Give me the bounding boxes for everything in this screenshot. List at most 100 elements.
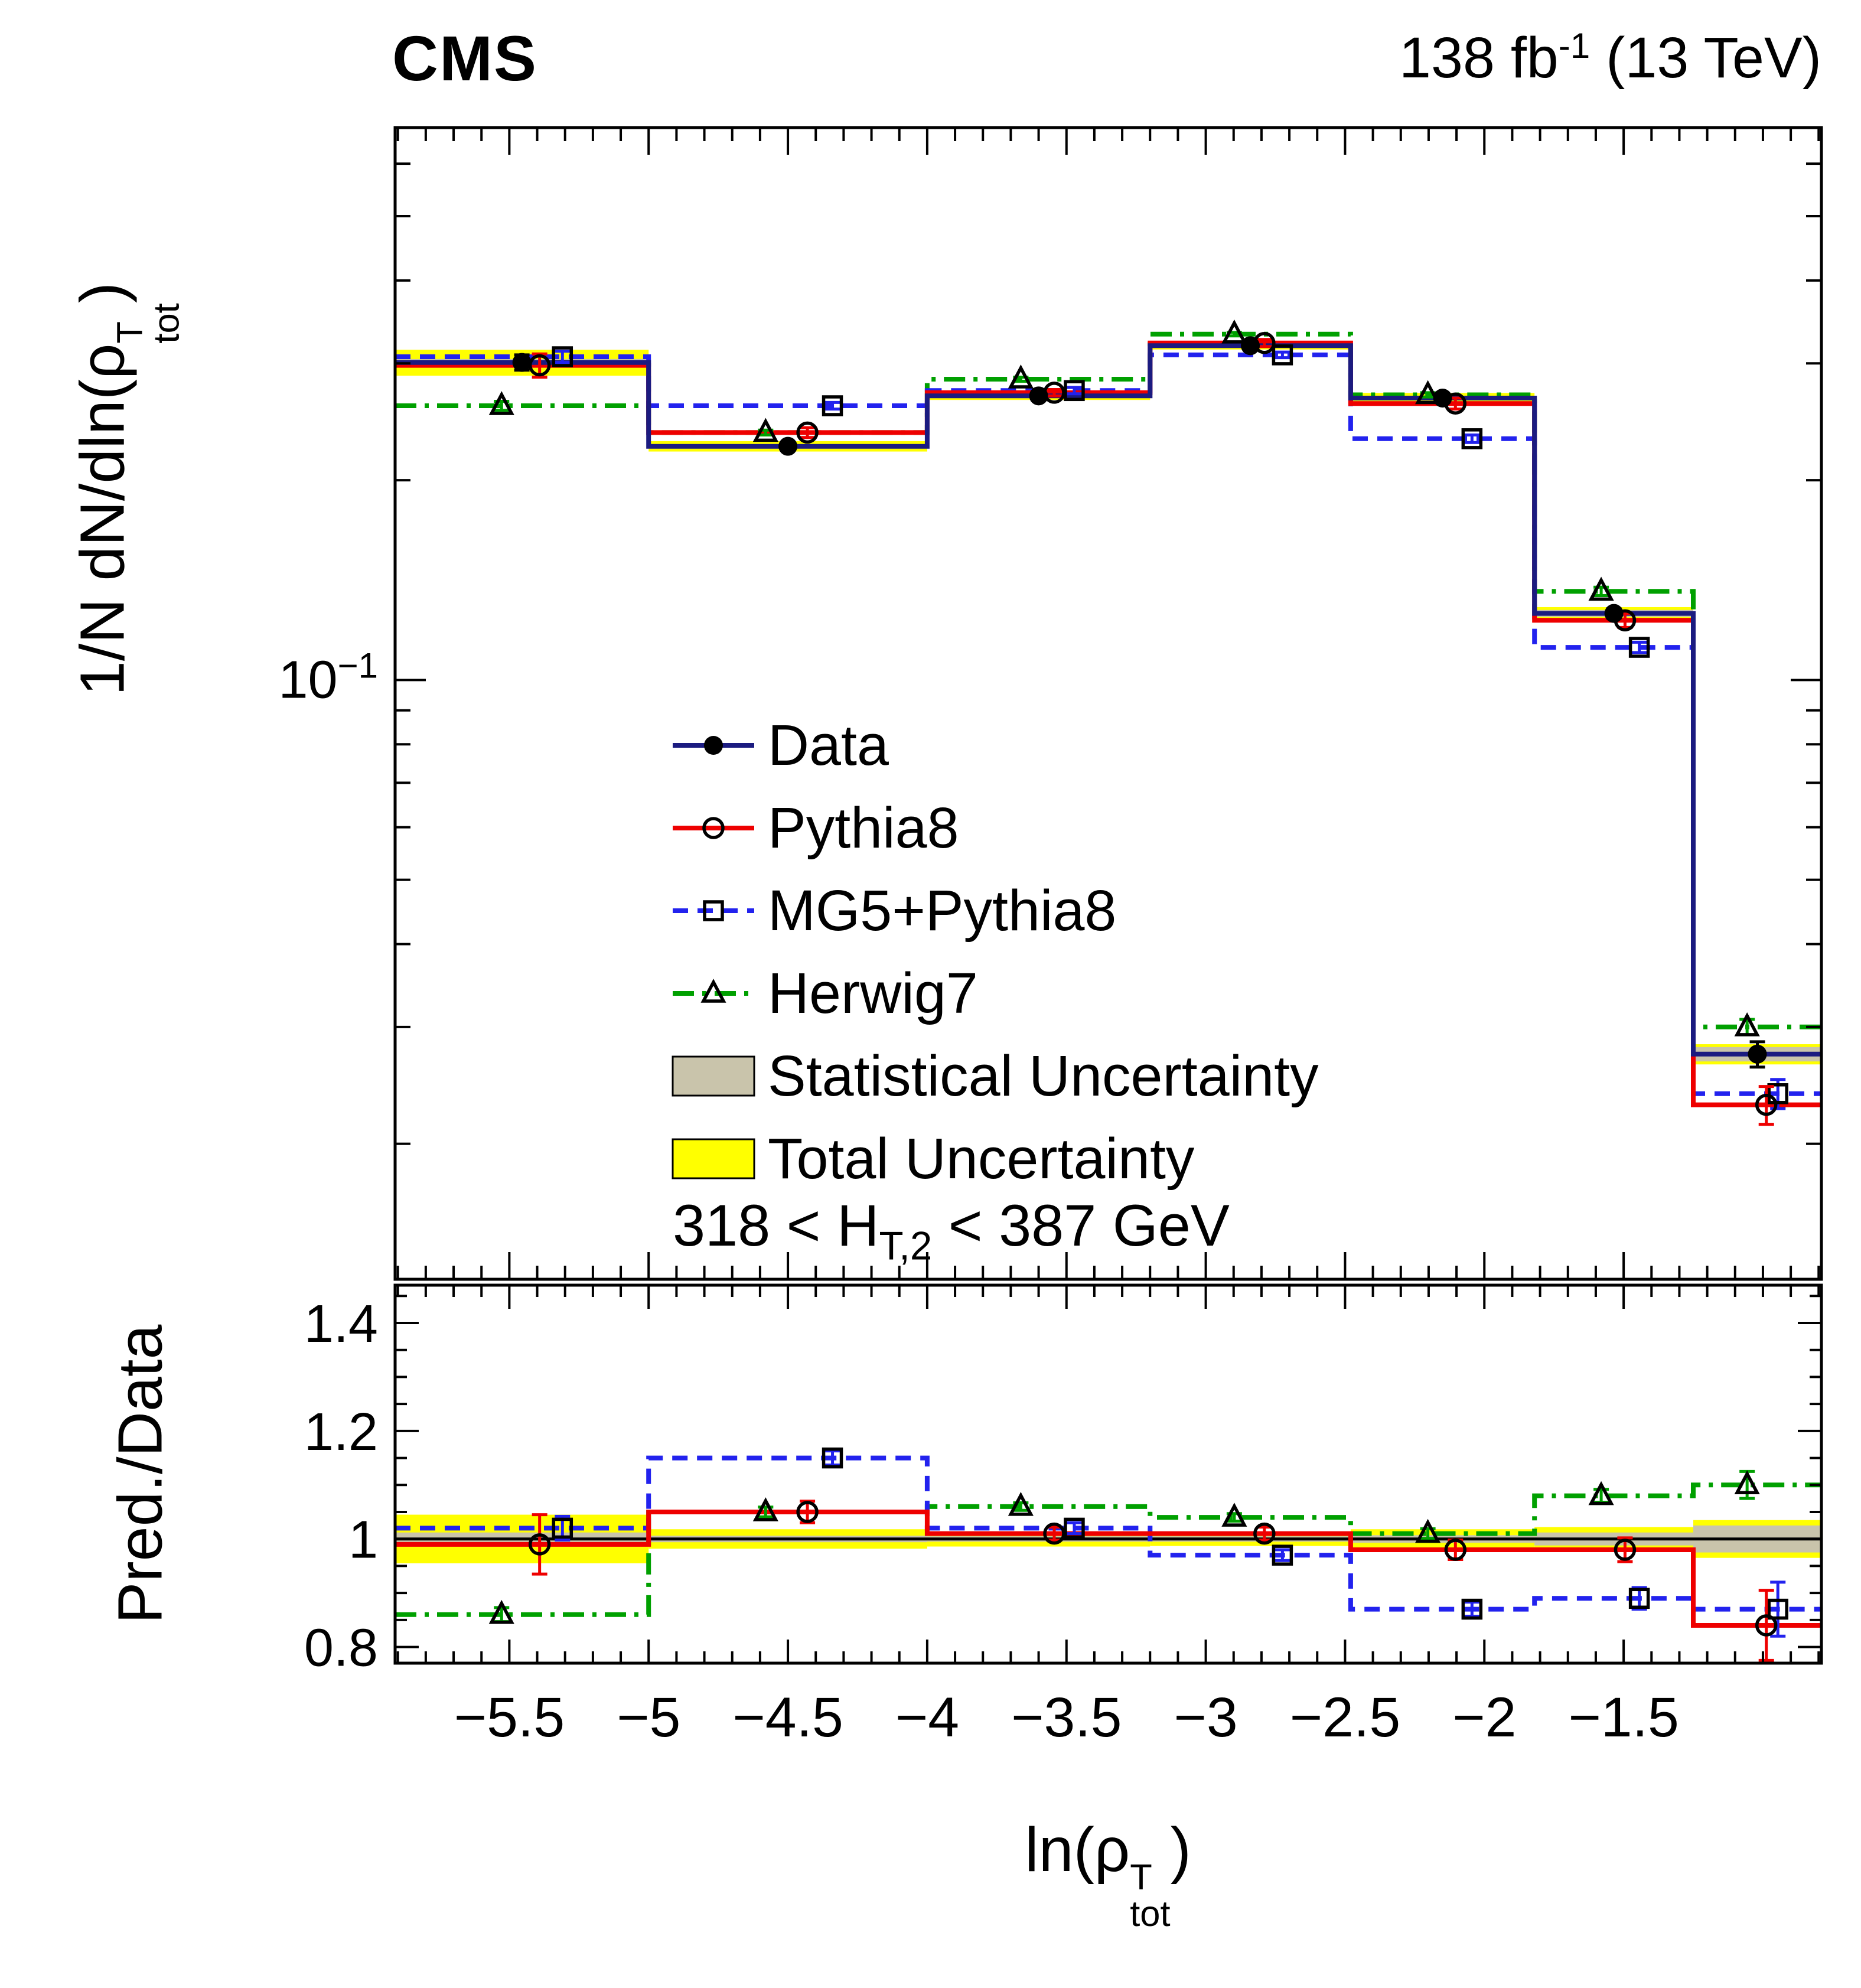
legend-label-pythia8: Pythia8 bbox=[768, 796, 959, 860]
x-title-pre: ln(ρ bbox=[1025, 1815, 1130, 1885]
rho-subscript: tot bbox=[146, 303, 187, 344]
legend-item-pythia8: Pythia8 bbox=[673, 796, 959, 860]
marker-open-circle bbox=[1614, 1539, 1637, 1561]
tick-label: −1.5 bbox=[1568, 1686, 1679, 1749]
ratio-lines bbox=[395, 1455, 1821, 1628]
marker-open-triangle bbox=[488, 391, 514, 415]
stat-swatch bbox=[672, 1055, 755, 1097]
marker-filled-circle bbox=[1241, 336, 1260, 356]
main-panel-frame bbox=[393, 126, 1823, 1281]
marker-open-triangle bbox=[1221, 319, 1247, 344]
marker-open-triangle bbox=[752, 418, 778, 442]
pythia8-ratio-line bbox=[395, 1510, 1821, 1628]
panel-frames bbox=[393, 126, 1823, 1665]
marker-open-circle bbox=[796, 1501, 819, 1523]
marker-filled-circle bbox=[778, 436, 798, 456]
marker-open-square bbox=[1272, 1544, 1293, 1566]
marker-open-triangle bbox=[1734, 1470, 1760, 1495]
marker-open-square bbox=[552, 346, 573, 367]
tick-label: −3 bbox=[1174, 1686, 1237, 1749]
marker-open-circle bbox=[1755, 1093, 1778, 1116]
marker-open-square bbox=[1461, 1598, 1483, 1620]
legend-item-total: Total Uncertainty bbox=[672, 1126, 1195, 1191]
marker-open-circle bbox=[1253, 1522, 1276, 1545]
tick-label: −3.5 bbox=[1011, 1686, 1122, 1749]
marker-open-triangle bbox=[1008, 364, 1034, 389]
rho-subscript: tot bbox=[1130, 1894, 1171, 1935]
ratio-panel-frame bbox=[393, 1283, 1823, 1665]
marker-open-square bbox=[1064, 1517, 1085, 1539]
rho-superscript: T bbox=[1130, 1856, 1152, 1898]
rho-superscript: T bbox=[109, 321, 151, 344]
tick-label: 1.4 bbox=[304, 1295, 378, 1354]
legend-label-mg5: MG5+Pythia8 bbox=[768, 878, 1116, 943]
marker-open-square bbox=[1767, 1598, 1788, 1620]
x-title-post: ) bbox=[1170, 1815, 1191, 1885]
tick-label: 1.2 bbox=[304, 1403, 378, 1462]
marker-open-square bbox=[1628, 637, 1650, 658]
marker-filled-circle bbox=[1029, 386, 1048, 406]
herwig7-ratio-line bbox=[395, 1482, 1821, 1617]
marker-open-triangle bbox=[1415, 1518, 1441, 1543]
tick-label: 1 bbox=[348, 1511, 378, 1570]
selection-subscript: T,2 bbox=[879, 1224, 933, 1269]
legend-label-data: Data bbox=[768, 713, 889, 777]
total-swatch bbox=[672, 1138, 755, 1179]
axis-tick-labels: −5.5 −5 −4.5 −4 −3.5 −3 −2.5 −2 −1.5 0.8 1 1.2 1.4 10… bbox=[278, 646, 1679, 1749]
marker-open-triangle bbox=[1221, 1503, 1247, 1527]
marker-open-square bbox=[1767, 1083, 1788, 1104]
marker-open-square bbox=[1272, 344, 1293, 366]
tick-label: −2.5 bbox=[1290, 1686, 1401, 1749]
y-title-pre: 1/N dN/dln(ρ bbox=[67, 343, 138, 696]
tick-label: 0.8 bbox=[304, 1619, 378, 1678]
luminosity-label: 138 fb-1 (13 TeV) bbox=[1399, 25, 1821, 91]
marker-open-circle bbox=[1444, 1539, 1467, 1561]
marker-filled-circle bbox=[1433, 388, 1452, 408]
marker-filled-circle bbox=[704, 736, 723, 755]
marker-open-triangle bbox=[700, 979, 726, 1003]
marker-open-triangle bbox=[752, 1497, 778, 1521]
marker-filled-circle bbox=[512, 353, 532, 372]
tick-label: −5.5 bbox=[454, 1686, 565, 1749]
main-markers bbox=[488, 319, 1788, 1126]
legend-item-data: Data bbox=[673, 713, 889, 777]
tick-label: −4.5 bbox=[732, 1686, 843, 1749]
lumi-exponent: -1 bbox=[1558, 25, 1591, 66]
y-axis-title-ratio: Pred./Data bbox=[105, 1324, 175, 1624]
cms-label: CMS bbox=[392, 22, 537, 94]
mg5-ratio-line bbox=[395, 1455, 1821, 1612]
tick-label: −2 bbox=[1452, 1686, 1516, 1749]
legend: Data Pythia8 MG5+Pythia8 Herwig7 Statistical… bbox=[672, 713, 1319, 1191]
selection-pre: 318 < H bbox=[673, 1192, 879, 1258]
selection-post: < 387 GeV bbox=[932, 1192, 1230, 1258]
y-title-post: ) bbox=[67, 282, 138, 304]
marker-open-circle bbox=[528, 1533, 551, 1556]
marker-open-circle bbox=[1755, 1614, 1778, 1637]
marker-open-circle bbox=[1043, 1522, 1065, 1545]
marker-open-triangle bbox=[1588, 1481, 1614, 1505]
marker-open-square bbox=[552, 1517, 573, 1539]
lumi-text: 138 fb bbox=[1399, 25, 1559, 90]
marker-open-circle bbox=[702, 817, 725, 839]
legend-label-herwig7: Herwig7 bbox=[768, 961, 978, 1025]
marker-filled-circle bbox=[1748, 1044, 1767, 1064]
legend-item-herwig7: Herwig7 bbox=[673, 961, 978, 1025]
marker-open-square bbox=[703, 900, 724, 921]
energy-text: (13 TeV) bbox=[1590, 25, 1821, 90]
marker-open-square bbox=[1628, 1588, 1650, 1609]
tick-label: −5 bbox=[617, 1686, 680, 1749]
marker-open-triangle bbox=[1734, 1012, 1760, 1037]
marker-open-circle bbox=[796, 421, 819, 444]
selection-label: 318 < HT,2 < 387 GeV bbox=[673, 1192, 1230, 1269]
legend-item-stat: Statistical Uncertainty bbox=[672, 1044, 1319, 1108]
marker-open-triangle bbox=[1588, 576, 1614, 601]
marker-open-square bbox=[1461, 428, 1483, 449]
marker-open-triangle bbox=[1008, 1491, 1034, 1516]
